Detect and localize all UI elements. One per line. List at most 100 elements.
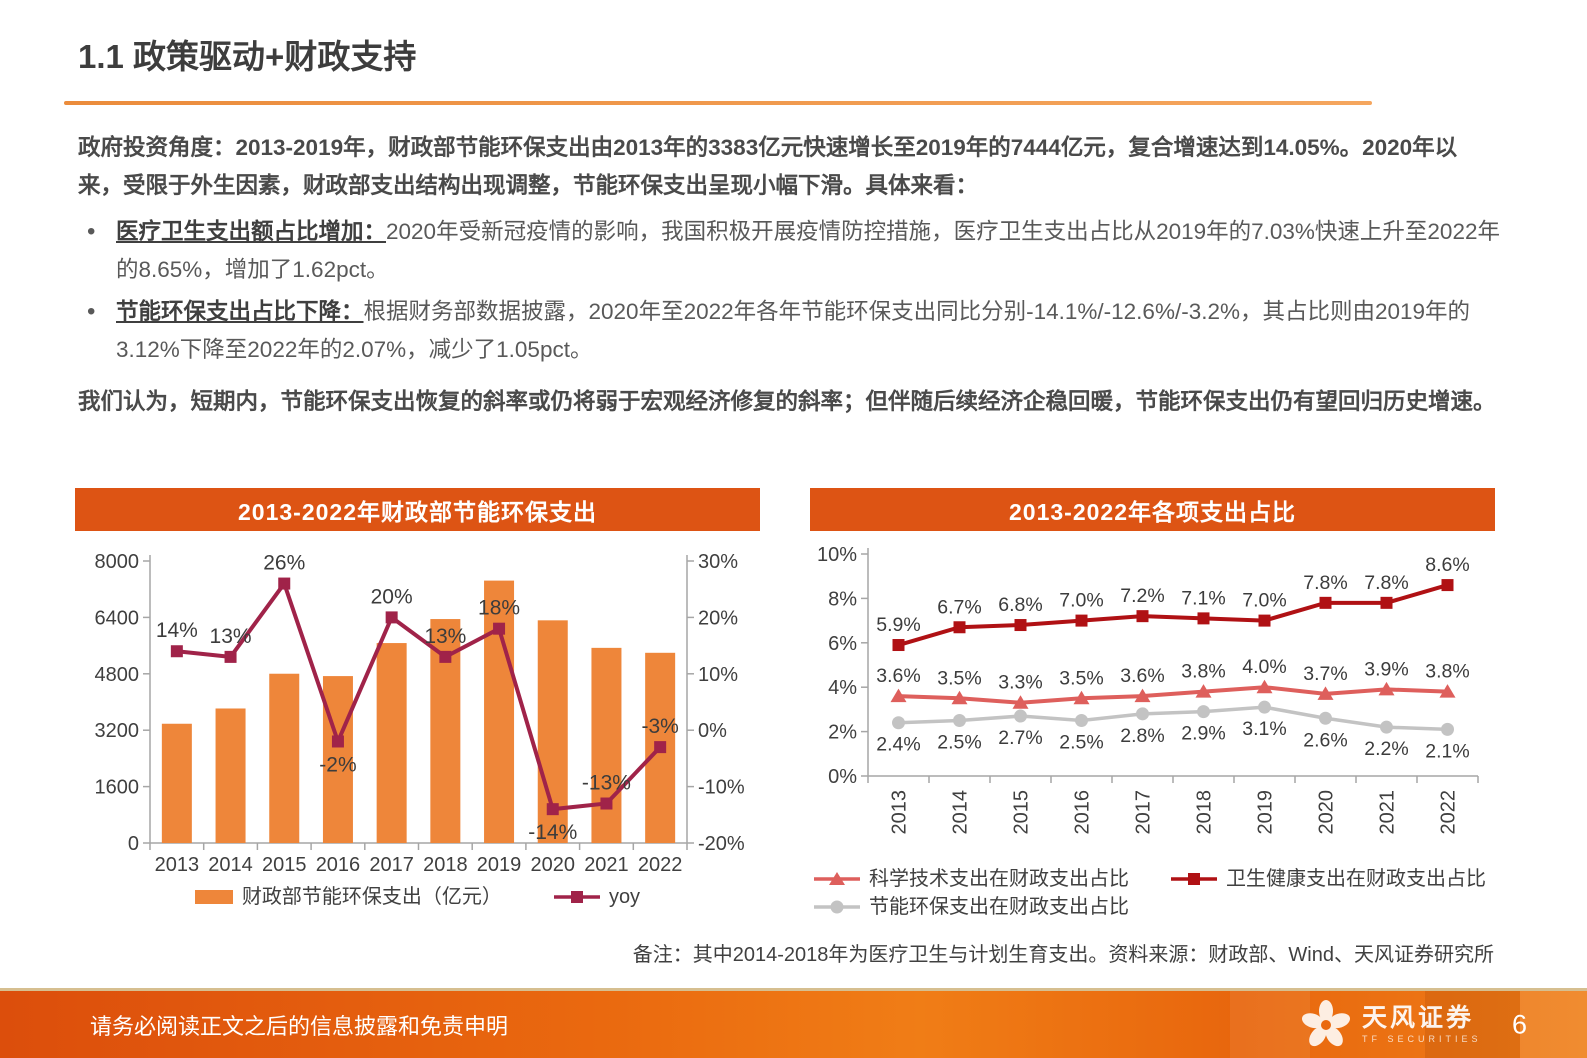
svg-text:20%: 20% [698, 607, 738, 629]
svg-text:7.8%: 7.8% [1303, 572, 1347, 594]
svg-text:2.4%: 2.4% [876, 734, 920, 756]
svg-text:2021: 2021 [1377, 790, 1399, 835]
svg-text:2022: 2022 [638, 854, 683, 876]
bullet-item-medical: 医疗卫生支出额占比增加：2020年受新冠疫情的影响，我国积极开展疫情防控措施，医… [78, 213, 1502, 289]
line-chart-svg: 10% 8% 6% 4% 2% 0% 2013 2014 2015 2016 2017 2018 201… [817, 544, 1479, 835]
line-square-swatch [1171, 873, 1217, 885]
svg-text:3.9%: 3.9% [1364, 658, 1408, 680]
legend-item-square: 卫生健康支出在财政支出占比 [1171, 865, 1486, 893]
chart-fiscal-expenditure: 2013-2022年财政部节能环保支出 8000 6400 4800 3200 1600… [75, 488, 760, 911]
svg-text:7.2%: 7.2% [1120, 585, 1164, 607]
chart-title-left: 2013-2022年财政部节能环保支出 [75, 488, 760, 531]
svg-text:2019: 2019 [477, 854, 522, 876]
line-triangle-swatch [814, 872, 860, 885]
svg-text:0%: 0% [698, 720, 727, 742]
legend-item-bar: 财政部节能环保支出（亿元） [194, 883, 502, 911]
svg-text:3.3%: 3.3% [998, 672, 1042, 694]
svg-text:3.8%: 3.8% [1425, 661, 1469, 683]
brand-name: 天风证券 [1362, 1003, 1475, 1032]
body-content: 政府投资角度：2013-2019年，财政部节能环保支出由2013年的3383亿元… [78, 129, 1502, 421]
chart-title-right: 2013-2022年各项支出占比 [810, 488, 1495, 531]
bullet-item-environment: 节能环保支出占比下降：根据财务部数据披露，2020年至2022年各年节能环保支出… [78, 293, 1502, 369]
bullet-lead: 医疗卫生支出额占比增加： [116, 219, 387, 244]
svg-text:2.2%: 2.2% [1364, 738, 1408, 760]
svg-text:3.8%: 3.8% [1181, 661, 1225, 683]
legend-item-yoy: yoy [553, 883, 640, 911]
line-square-swatch [553, 891, 600, 903]
svg-text:2016: 2016 [316, 854, 361, 876]
chart-expenditure-share: 2013-2022年各项支出占比 10% 8% 6% 4% 2% 0% 2013 2014 20… [810, 488, 1495, 921]
bar-swatch [194, 890, 233, 904]
svg-text:14%: 14% [156, 619, 198, 642]
svg-text:2021: 2021 [584, 854, 629, 876]
svg-text:30%: 30% [698, 551, 738, 573]
svg-text:3.6%: 3.6% [876, 665, 920, 687]
svg-text:2.8%: 2.8% [1120, 725, 1164, 747]
svg-text:-3%: -3% [641, 715, 678, 738]
svg-text:2.5%: 2.5% [937, 732, 981, 754]
svg-text:2.5%: 2.5% [1059, 732, 1103, 754]
svg-text:2018: 2018 [1194, 790, 1216, 835]
svg-text:3.5%: 3.5% [1059, 667, 1103, 689]
svg-text:2.1%: 2.1% [1425, 740, 1469, 762]
bullet-lead: 节能环保支出占比下降： [116, 299, 364, 324]
svg-text:2013: 2013 [155, 854, 200, 876]
flower-logo-icon [1302, 999, 1350, 1046]
footer-pattern [1230, 991, 1310, 1058]
svg-text:2014: 2014 [950, 790, 972, 835]
svg-text:2018: 2018 [423, 854, 468, 876]
svg-text:3.5%: 3.5% [937, 667, 981, 689]
svg-text:-2%: -2% [319, 753, 356, 776]
svg-text:2020: 2020 [531, 854, 576, 876]
svg-text:5.9%: 5.9% [876, 614, 920, 636]
disclaimer-text: 请务必阅读正文之后的信息披露和免责申明 [90, 1013, 509, 1039]
legend-item-circle: 节能环保支出在财政支出占比 [814, 893, 1129, 921]
bullet-text: 2020年受新冠疫情的影响，我国积极开展疫情防控措施，医疗卫生支出占比从2019… [116, 219, 1500, 282]
svg-text:6%: 6% [828, 633, 857, 655]
footer-pattern [1425, 991, 1520, 1058]
svg-text:2.7%: 2.7% [998, 727, 1042, 749]
svg-text:2014: 2014 [208, 854, 253, 876]
title-divider [64, 101, 1372, 105]
footer-pattern [1520, 991, 1587, 1058]
svg-text:10%: 10% [698, 664, 738, 686]
svg-text:7.0%: 7.0% [1242, 590, 1286, 612]
brand-subtext: TF SECURITIES [1362, 1033, 1482, 1044]
svg-text:8%: 8% [828, 588, 857, 610]
page-title: 1.1 政策驱动+财政支持 [78, 38, 417, 75]
intro-paragraph: 政府投资角度：2013-2019年，财政部节能环保支出由2013年的3383亿元… [78, 135, 1458, 198]
page-number: 6 [1512, 1009, 1528, 1039]
svg-text:0%: 0% [828, 766, 857, 788]
svg-text:7.0%: 7.0% [1059, 590, 1103, 612]
svg-text:2015: 2015 [262, 854, 307, 876]
svg-text:2%: 2% [828, 722, 857, 744]
svg-text:8000: 8000 [95, 551, 140, 573]
source-note: 备注：其中2014-2018年为医疗卫生与计划生育支出。资料来源：财政部、Win… [632, 944, 1494, 966]
svg-text:-10%: -10% [698, 777, 745, 799]
svg-text:3200: 3200 [95, 720, 140, 742]
svg-text:4.0%: 4.0% [1242, 656, 1286, 678]
svg-text:6.8%: 6.8% [998, 594, 1042, 616]
brand-logo: 天风证券 TF SECURITIES [1300, 999, 1482, 1051]
svg-text:2019: 2019 [1255, 790, 1277, 835]
svg-text:-13%: -13% [582, 772, 631, 795]
legend-item-triangle: 科学技术支出在财政支出占比 [814, 865, 1129, 893]
svg-text:2015: 2015 [1011, 790, 1033, 835]
svg-text:2017: 2017 [369, 854, 414, 876]
bullet-text: 根据财务部数据披露，2020年至2022年各年节能环保支出同比分别-14.1%/… [116, 299, 1471, 362]
svg-text:2017: 2017 [1133, 790, 1155, 835]
svg-text:2022: 2022 [1438, 790, 1460, 835]
svg-text:2.6%: 2.6% [1303, 729, 1347, 751]
svg-text:3.1%: 3.1% [1242, 718, 1286, 740]
svg-text:6.7%: 6.7% [937, 596, 981, 618]
footer-bar: 请务必阅读正文之后的信息披露和免责申明 天风证券 TF SECURITIES 6 [0, 991, 1587, 1058]
line-circle-swatch [814, 900, 860, 914]
svg-text:8.6%: 8.6% [1425, 554, 1469, 576]
svg-text:2.9%: 2.9% [1181, 723, 1225, 745]
bullet-list: 医疗卫生支出额占比增加：2020年受新冠疫情的影响，我国积极开展疫情防控措施，医… [78, 213, 1502, 369]
svg-text:18%: 18% [478, 597, 520, 620]
svg-text:3.6%: 3.6% [1120, 665, 1164, 687]
svg-text:13%: 13% [424, 625, 466, 648]
svg-text:-14%: -14% [528, 821, 577, 844]
